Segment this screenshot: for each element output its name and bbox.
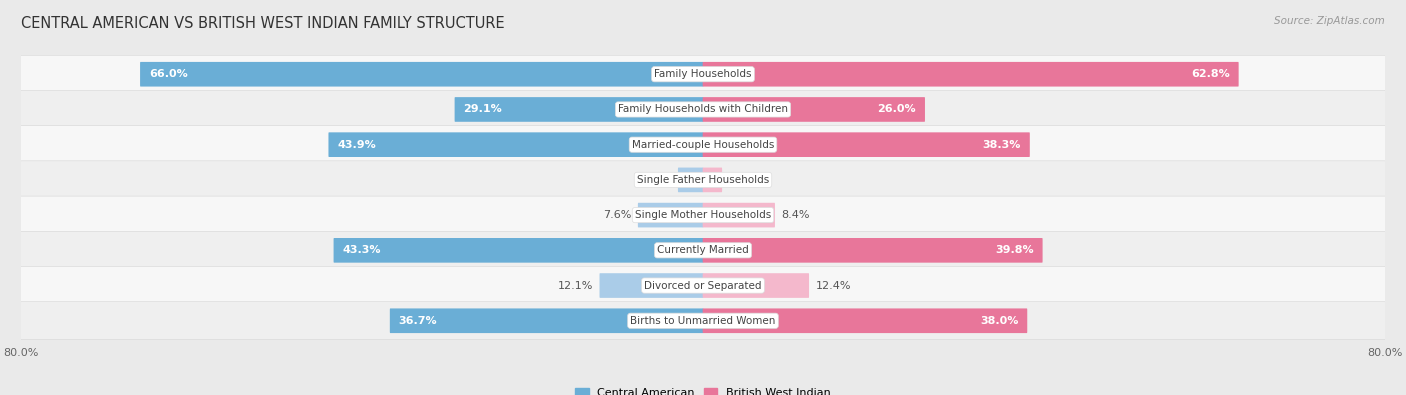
FancyBboxPatch shape [454, 97, 703, 122]
Text: 12.4%: 12.4% [815, 280, 851, 291]
FancyBboxPatch shape [141, 62, 703, 87]
FancyBboxPatch shape [703, 203, 775, 228]
Text: 2.2%: 2.2% [728, 175, 756, 185]
FancyBboxPatch shape [703, 273, 808, 298]
Text: CENTRAL AMERICAN VS BRITISH WEST INDIAN FAMILY STRUCTURE: CENTRAL AMERICAN VS BRITISH WEST INDIAN … [21, 16, 505, 31]
Text: 43.9%: 43.9% [337, 140, 375, 150]
FancyBboxPatch shape [703, 308, 1028, 333]
FancyBboxPatch shape [703, 132, 1029, 157]
Text: 62.8%: 62.8% [1191, 69, 1230, 79]
FancyBboxPatch shape [703, 62, 1239, 87]
Text: 38.3%: 38.3% [983, 140, 1021, 150]
Text: Currently Married: Currently Married [657, 245, 749, 255]
FancyBboxPatch shape [678, 167, 703, 192]
Text: Family Households: Family Households [654, 69, 752, 79]
Text: 38.0%: 38.0% [980, 316, 1018, 326]
FancyBboxPatch shape [333, 238, 703, 263]
FancyBboxPatch shape [703, 238, 1043, 263]
Text: 12.1%: 12.1% [558, 280, 593, 291]
Legend: Central American, British West Indian: Central American, British West Indian [571, 383, 835, 395]
Text: 2.9%: 2.9% [643, 175, 672, 185]
FancyBboxPatch shape [599, 273, 703, 298]
Text: Family Households with Children: Family Households with Children [619, 104, 787, 115]
FancyBboxPatch shape [329, 132, 703, 157]
Text: Divorced or Separated: Divorced or Separated [644, 280, 762, 291]
FancyBboxPatch shape [21, 55, 1385, 93]
Text: 39.8%: 39.8% [995, 245, 1033, 255]
FancyBboxPatch shape [21, 267, 1385, 305]
Text: Married-couple Households: Married-couple Households [631, 140, 775, 150]
Text: Single Father Households: Single Father Households [637, 175, 769, 185]
Text: Source: ZipAtlas.com: Source: ZipAtlas.com [1274, 16, 1385, 26]
Text: 36.7%: 36.7% [399, 316, 437, 326]
Text: 66.0%: 66.0% [149, 69, 187, 79]
Text: 8.4%: 8.4% [782, 210, 810, 220]
FancyBboxPatch shape [703, 97, 925, 122]
FancyBboxPatch shape [21, 302, 1385, 340]
Text: Births to Unmarried Women: Births to Unmarried Women [630, 316, 776, 326]
FancyBboxPatch shape [21, 161, 1385, 199]
FancyBboxPatch shape [703, 167, 723, 192]
Text: 43.3%: 43.3% [343, 245, 381, 255]
Text: 29.1%: 29.1% [464, 104, 502, 115]
FancyBboxPatch shape [21, 90, 1385, 128]
FancyBboxPatch shape [21, 126, 1385, 164]
FancyBboxPatch shape [638, 203, 703, 228]
FancyBboxPatch shape [21, 231, 1385, 269]
Text: 7.6%: 7.6% [603, 210, 631, 220]
FancyBboxPatch shape [21, 196, 1385, 234]
Text: 26.0%: 26.0% [877, 104, 917, 115]
Text: Single Mother Households: Single Mother Households [636, 210, 770, 220]
FancyBboxPatch shape [389, 308, 703, 333]
